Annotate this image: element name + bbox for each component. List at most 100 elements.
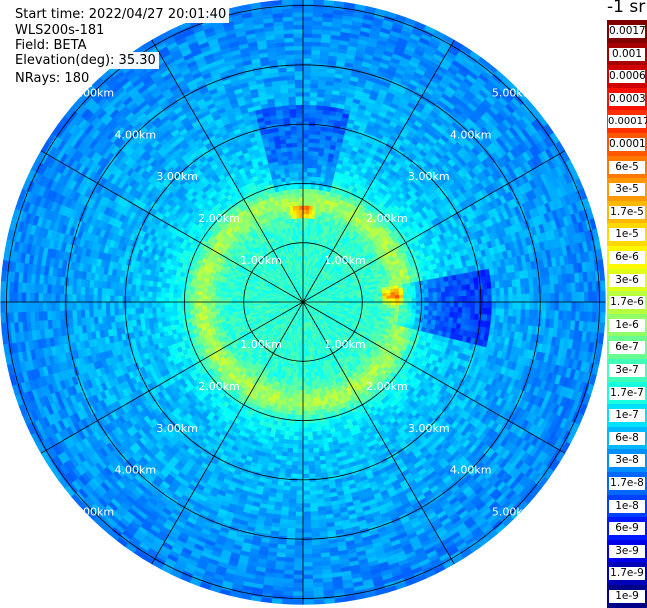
backscatter-cell bbox=[303, 201, 307, 205]
backscatter-cell bbox=[450, 292, 454, 297]
backscatter-cell bbox=[310, 113, 317, 118]
backscatter-cell bbox=[463, 302, 467, 308]
backscatter-cell bbox=[462, 308, 467, 314]
backscatter-cell bbox=[391, 292, 396, 296]
backscatter-cell bbox=[521, 310, 526, 318]
backscatter-cell bbox=[303, 50, 312, 54]
backscatter-cell bbox=[487, 289, 492, 296]
backscatter-cell bbox=[454, 307, 459, 313]
backscatter-cell bbox=[580, 302, 584, 312]
backscatter-cell bbox=[437, 292, 441, 297]
backscatter-cell bbox=[391, 299, 395, 302]
backscatter-cell bbox=[479, 308, 484, 314]
backscatter-cell bbox=[307, 176, 312, 180]
backscatter-cell bbox=[442, 297, 446, 302]
backscatter-cell bbox=[589, 292, 593, 302]
backscatter-cell bbox=[303, 218, 306, 222]
backscatter-cell bbox=[525, 286, 530, 294]
backscatter-cell bbox=[433, 311, 438, 316]
backscatter-cell bbox=[530, 294, 534, 302]
backscatter-cell bbox=[387, 296, 391, 299]
backscatter-cell bbox=[425, 293, 429, 298]
backscatter-cell bbox=[416, 298, 420, 302]
backscatter-cell bbox=[416, 306, 420, 310]
backscatter-cell bbox=[428, 288, 433, 293]
backscatter-cell bbox=[303, 168, 308, 172]
backscatter-cell bbox=[466, 290, 471, 296]
backscatter-cell bbox=[600, 270, 605, 281]
backscatter-cell bbox=[450, 302, 454, 307]
backscatter-cell bbox=[408, 306, 412, 310]
backscatter-cell bbox=[308, 151, 313, 155]
backscatter-cell bbox=[454, 291, 459, 297]
backscatter-cell bbox=[303, 172, 308, 176]
backscatter-cell bbox=[308, 155, 313, 159]
backscatter-cell bbox=[492, 295, 496, 302]
backscatter-cell bbox=[303, 113, 310, 117]
backscatter-cell bbox=[412, 306, 416, 310]
backscatter-cell bbox=[395, 295, 399, 299]
backscatter-cell bbox=[475, 308, 480, 314]
backscatter-cell bbox=[513, 287, 518, 295]
backscatter-cell bbox=[309, 122, 315, 127]
backscatter-cell bbox=[308, 159, 313, 163]
backscatter-cell bbox=[475, 302, 479, 308]
backscatter-cell bbox=[496, 295, 500, 302]
backscatter-cell bbox=[303, 130, 309, 134]
backscatter-cell bbox=[508, 309, 513, 317]
backscatter-cell bbox=[307, 189, 311, 193]
backscatter-cell bbox=[303, 92, 310, 96]
backscatter-cell bbox=[391, 296, 395, 299]
backscatter-cell bbox=[433, 297, 437, 302]
backscatter-cell bbox=[303, 16, 313, 20]
backscatter-cell bbox=[429, 298, 433, 303]
backscatter-cell bbox=[589, 302, 593, 312]
backscatter-cell bbox=[303, 189, 307, 193]
backscatter-cell bbox=[412, 302, 416, 306]
backscatter-cell bbox=[547, 302, 551, 311]
backscatter-cell bbox=[303, 88, 311, 92]
backscatter-cell bbox=[555, 302, 559, 311]
backscatter-cell bbox=[433, 288, 438, 293]
backscatter-cell bbox=[534, 310, 539, 318]
backscatter-cell bbox=[308, 168, 313, 172]
backscatter-cell bbox=[429, 293, 433, 298]
backscatter-cell bbox=[526, 302, 530, 310]
backscatter-cell bbox=[314, 147, 320, 152]
backscatter-cell bbox=[306, 210, 309, 214]
backscatter-cell bbox=[446, 292, 450, 297]
backscatter-cell bbox=[453, 313, 458, 319]
backscatter-cell bbox=[559, 293, 563, 302]
backscatter-cell bbox=[513, 295, 517, 303]
backscatter-cell bbox=[449, 312, 454, 318]
backscatter-cell bbox=[584, 292, 588, 302]
backscatter-cell bbox=[303, 117, 310, 121]
backscatter-cell bbox=[303, 37, 312, 41]
backscatter-cell bbox=[496, 288, 501, 295]
backscatter-cell bbox=[563, 293, 567, 302]
backscatter-cell bbox=[374, 297, 378, 300]
backscatter-cell bbox=[307, 185, 311, 189]
backscatter-cell bbox=[395, 292, 400, 296]
backscatter-cell bbox=[504, 288, 509, 295]
backscatter-cell bbox=[404, 306, 408, 310]
backscatter-cell bbox=[303, 25, 313, 29]
backscatter-cell bbox=[517, 310, 522, 318]
backscatter-cell bbox=[425, 306, 429, 311]
backscatter-cell bbox=[584, 302, 588, 312]
backscatter-cell bbox=[547, 293, 551, 302]
backscatter-cell bbox=[308, 143, 314, 148]
backscatter-cell bbox=[379, 299, 383, 302]
backscatter-cell bbox=[601, 291, 605, 302]
backscatter-cell bbox=[303, 21, 313, 25]
backscatter-cell bbox=[303, 142, 309, 146]
backscatter-cell bbox=[303, 8, 313, 12]
backscatter-cell bbox=[303, 184, 307, 188]
backscatter-cell bbox=[534, 302, 538, 310]
backscatter-cell bbox=[484, 296, 488, 303]
backscatter-cell bbox=[458, 291, 463, 297]
backscatter-cell bbox=[600, 323, 605, 334]
backscatter-cell bbox=[437, 288, 442, 293]
backscatter-cell bbox=[521, 302, 525, 310]
backscatter-cell bbox=[408, 294, 412, 298]
